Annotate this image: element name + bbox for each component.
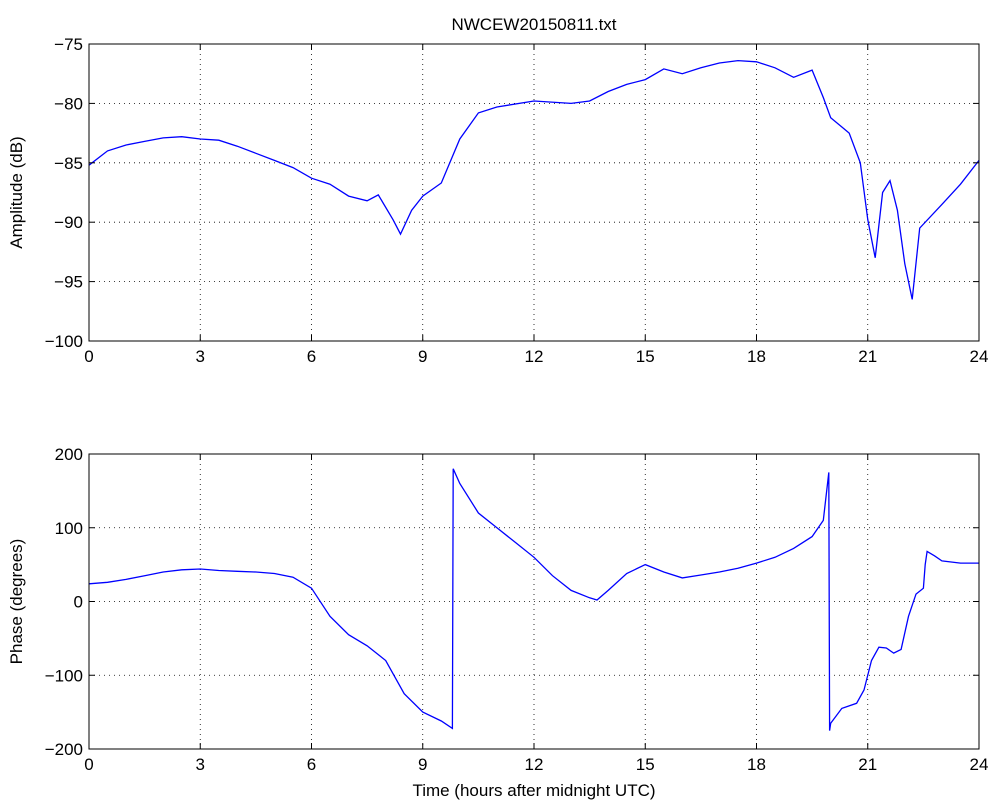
amplitude-xtick-label: 3 xyxy=(196,347,205,366)
amplitude-grid xyxy=(89,44,979,341)
amplitude-ytick-label: −90 xyxy=(54,213,83,232)
phase-xtick-label: 21 xyxy=(858,755,877,774)
phase-grid xyxy=(89,454,979,749)
phase-ylabel: Phase (degrees) xyxy=(7,539,26,665)
amplitude-xtick-label: 21 xyxy=(858,347,877,366)
amplitude-xtick-label: 15 xyxy=(636,347,655,366)
phase-xtick-label: 3 xyxy=(196,755,205,774)
phase-xlabel: Time (hours after midnight UTC) xyxy=(412,781,655,800)
phase-xtick-label: 18 xyxy=(747,755,766,774)
phase-ytick-label: 200 xyxy=(55,445,83,464)
phase-xtick-label: 24 xyxy=(970,755,989,774)
amplitude-xtick-label: 6 xyxy=(307,347,316,366)
phase-axes: 0 3 6 9 12 15 18 21 24 −200 −100 0 100 200 Phase (deg… xyxy=(7,445,988,800)
amplitude-xtick-label: 0 xyxy=(84,347,93,366)
amplitude-ytick-label: −95 xyxy=(54,273,83,292)
phase-xtick-label: 0 xyxy=(84,755,93,774)
amplitude-ticks: 0 3 6 9 12 15 18 21 24 −100 −95 −90 −85 −80 −75 xyxy=(45,35,989,366)
phase-ytick-label: 100 xyxy=(55,519,83,538)
amplitude-axes: 0 3 6 9 12 15 18 21 24 −100 −95 −90 −85 −80 −75 Amplit… xyxy=(7,35,988,366)
amplitude-line xyxy=(88,59,980,300)
figure-title: NWCEW20150811.txt xyxy=(451,15,616,34)
amplitude-ytick-label: −100 xyxy=(45,332,83,351)
phase-line xyxy=(88,468,979,731)
phase-ticks: 0 3 6 9 12 15 18 21 24 −200 −100 0 100 200 xyxy=(45,445,989,774)
phase-xtick-label: 6 xyxy=(307,755,316,774)
amplitude-ytick-label: −85 xyxy=(54,154,83,173)
phase-ytick-label: −100 xyxy=(45,666,83,685)
phase-ytick-label: 0 xyxy=(74,593,83,612)
amplitude-ytick-label: −80 xyxy=(54,94,83,113)
phase-xtick-label: 15 xyxy=(636,755,655,774)
amplitude-xtick-label: 24 xyxy=(970,347,989,366)
phase-xtick-label: 9 xyxy=(418,755,427,774)
phase-ytick-label: −200 xyxy=(45,740,83,759)
amplitude-xtick-label: 18 xyxy=(747,347,766,366)
phase-xtick-label: 12 xyxy=(525,755,544,774)
amplitude-xtick-label: 12 xyxy=(525,347,544,366)
amplitude-ytick-label: −75 xyxy=(54,35,83,54)
amplitude-ylabel: Amplitude (dB) xyxy=(7,136,26,248)
amplitude-xtick-label: 9 xyxy=(418,347,427,366)
